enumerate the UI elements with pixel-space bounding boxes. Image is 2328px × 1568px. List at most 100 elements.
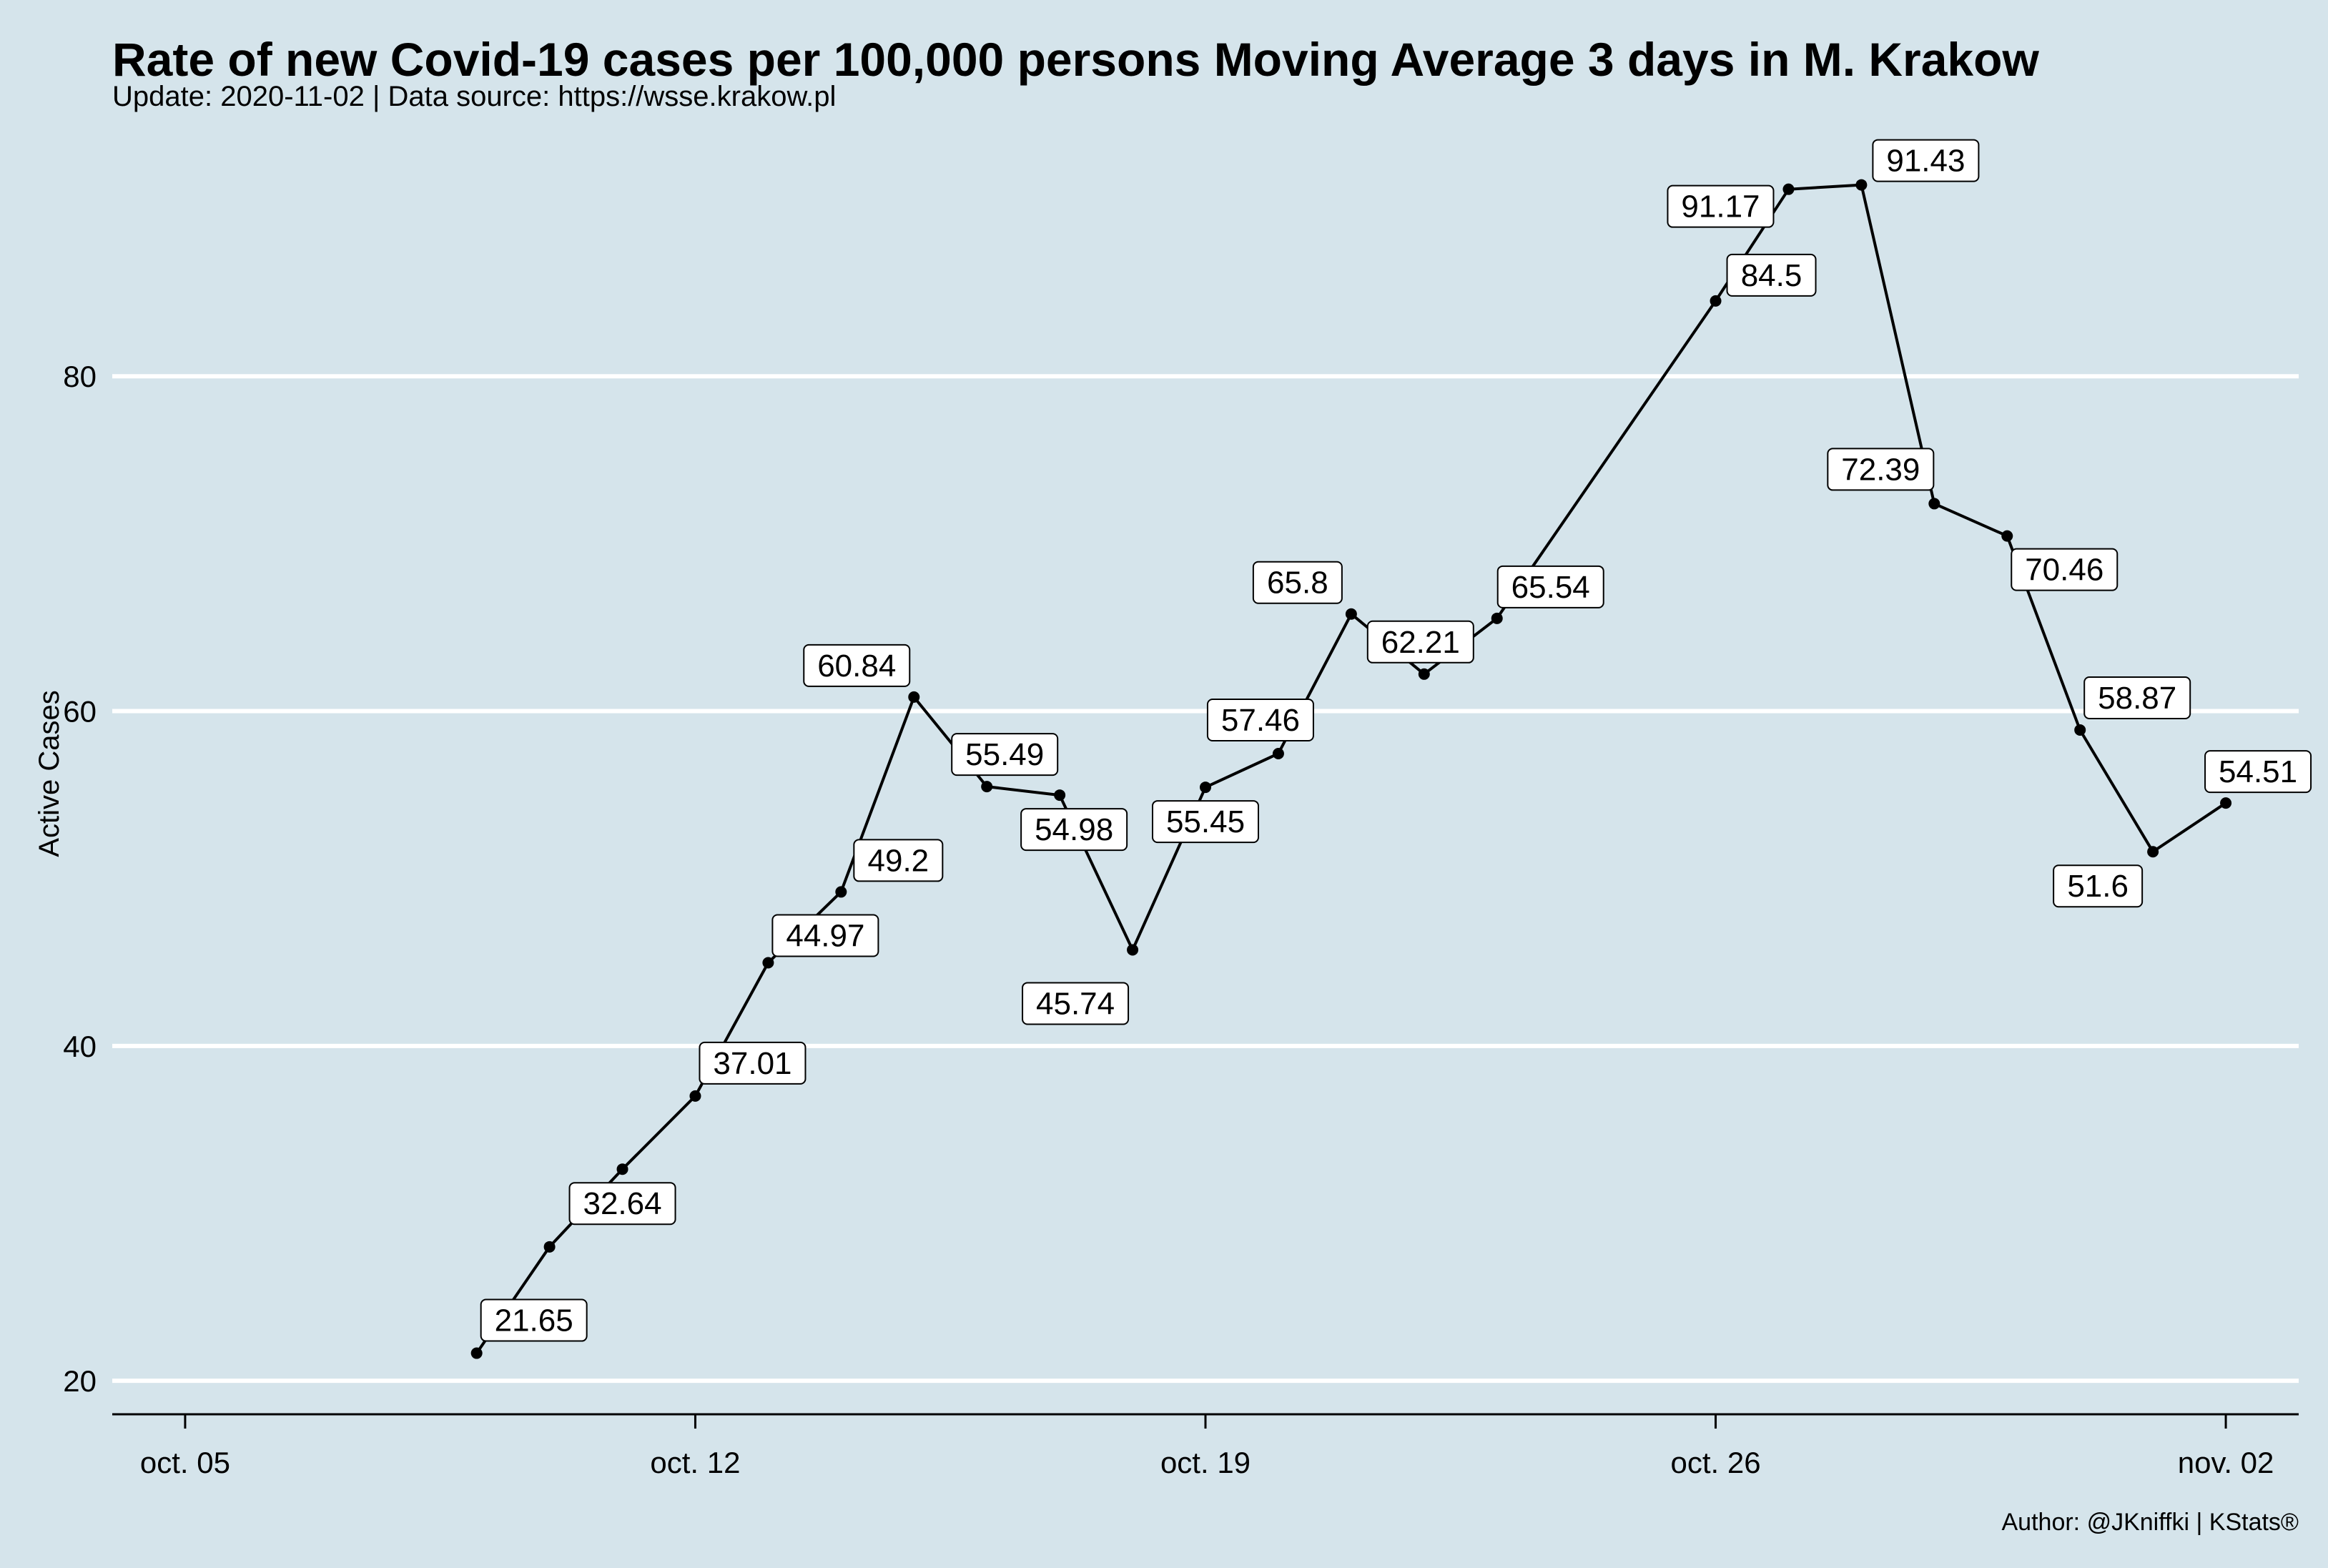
data-label-box — [1726, 253, 1817, 297]
data-point — [689, 1090, 701, 1102]
data-label-text: 54.98 — [1035, 812, 1113, 847]
data-points — [470, 179, 2232, 1359]
data-label-text: 49.2 — [868, 843, 929, 878]
data-label: 45.74 — [1022, 982, 1130, 1025]
data-point — [2001, 530, 2013, 542]
x-tick-label: oct. 12 — [650, 1446, 740, 1479]
data-label-text: 60.84 — [817, 649, 896, 684]
data-label-text: 91.17 — [1681, 189, 1760, 225]
data-point — [1272, 748, 1284, 760]
data-label-text: 55.49 — [965, 737, 1044, 772]
data-label: 32.64 — [568, 1182, 676, 1226]
data-label-box — [1667, 184, 1775, 228]
data-label-text: 65.54 — [1511, 570, 1590, 605]
data-label-box — [2053, 864, 2144, 908]
data-point — [470, 1347, 483, 1359]
data-label: 58.87 — [2083, 676, 2191, 720]
data-label: 72.39 — [1827, 448, 1935, 491]
data-label-text: 91.43 — [1886, 144, 1965, 179]
data-label-box — [1827, 448, 1935, 491]
data-label-box — [1206, 699, 1314, 742]
y-tick-label: 20 — [63, 1364, 97, 1398]
data-label-box — [1022, 982, 1130, 1025]
grid-lines — [112, 374, 2299, 1384]
data-label-text: 54.51 — [2219, 754, 2297, 789]
data-point — [981, 781, 993, 793]
data-labels: 21.65 32.64 37.01 44.97 49.2 60.84 55.49 54.98 4… — [480, 139, 2312, 1342]
data-point — [543, 1241, 556, 1253]
data-label: 44.97 — [771, 914, 879, 957]
series-line — [475, 183, 2227, 1354]
data-label-text: 58.87 — [2098, 681, 2176, 716]
data-label: 51.6 — [2053, 864, 2144, 908]
data-label: 62.21 — [1366, 620, 1474, 664]
data-label-box — [951, 733, 1059, 776]
series-line-layer — [475, 183, 2227, 1354]
data-label-box — [771, 914, 879, 957]
data-label-text: 84.5 — [1741, 258, 1802, 293]
data-label: 65.54 — [1496, 565, 1604, 608]
data-label-text: 37.01 — [713, 1046, 791, 1081]
y-tick-label: 40 — [63, 1030, 97, 1063]
data-point — [1200, 781, 1211, 794]
data-label: 55.49 — [951, 733, 1059, 776]
data-label-text: 44.97 — [786, 918, 864, 953]
data-point — [1710, 295, 1722, 307]
data-label-text: 45.74 — [1036, 986, 1115, 1021]
data-label-text: 21.65 — [495, 1303, 573, 1338]
data-label: 21.65 — [480, 1298, 588, 1342]
data-point — [1928, 498, 1940, 510]
chart-title: Rate of new Covid-19 cases per 100,000 p… — [112, 33, 2039, 86]
data-point — [1345, 608, 1357, 620]
data-label-box — [568, 1182, 676, 1226]
data-point — [2220, 797, 2232, 809]
data-label-box — [853, 839, 944, 882]
data-label: 70.46 — [2011, 548, 2119, 591]
data-label-text: 55.45 — [1166, 804, 1245, 839]
data-point — [1418, 668, 1430, 680]
data-label-box — [1020, 808, 1128, 852]
data-point — [2074, 724, 2086, 736]
data-label: 57.46 — [1206, 699, 1314, 742]
data-label-text: 51.6 — [2067, 869, 2129, 904]
data-label-text: 72.39 — [1841, 452, 1920, 487]
x-tick-label: oct. 19 — [1160, 1446, 1251, 1479]
data-label-text: 57.46 — [1221, 703, 1300, 738]
data-point — [1127, 944, 1139, 956]
data-label-text: 70.46 — [2025, 553, 2103, 588]
data-label-box — [1366, 620, 1474, 664]
data-point — [1855, 179, 1868, 191]
axes: 20 40 60 80 oct. 05 oct. 12 oct. 19 oct. 26 nov.… — [63, 360, 2299, 1479]
data-label-text: 65.8 — [1267, 566, 1328, 601]
data-label: 91.17 — [1667, 184, 1775, 228]
data-label-box — [2204, 750, 2312, 794]
chart-caption: Author: @JKniffki | KStats® — [2002, 1509, 2299, 1536]
data-point — [762, 957, 774, 969]
data-point — [1782, 183, 1795, 195]
y-tick-label: 80 — [63, 360, 97, 393]
y-axis-title: Active Cases — [34, 690, 65, 857]
data-label-box — [699, 1041, 807, 1085]
data-label-box — [480, 1298, 588, 1342]
data-label-box — [1872, 139, 1980, 182]
data-label: 49.2 — [853, 839, 944, 882]
data-label: 84.5 — [1726, 253, 1817, 297]
x-tick-label: nov. 02 — [2178, 1446, 2274, 1479]
data-label-box — [2011, 548, 2119, 591]
chart-subtitle: Update: 2020-11-02 | Data source: https:… — [112, 81, 836, 112]
data-label-box — [1252, 561, 1343, 604]
data-label-box — [803, 644, 911, 687]
x-tick-label: oct. 26 — [1670, 1446, 1760, 1479]
data-label-box — [2083, 676, 2191, 720]
data-point — [908, 691, 920, 703]
data-label: 65.8 — [1252, 561, 1343, 604]
data-label-box — [1152, 800, 1259, 844]
data-label: 60.84 — [803, 644, 911, 687]
data-label: 91.43 — [1872, 139, 1980, 182]
data-point — [1491, 612, 1503, 624]
data-label: 37.01 — [699, 1041, 807, 1085]
data-label-text: 32.64 — [583, 1186, 661, 1221]
data-point — [2147, 846, 2159, 858]
